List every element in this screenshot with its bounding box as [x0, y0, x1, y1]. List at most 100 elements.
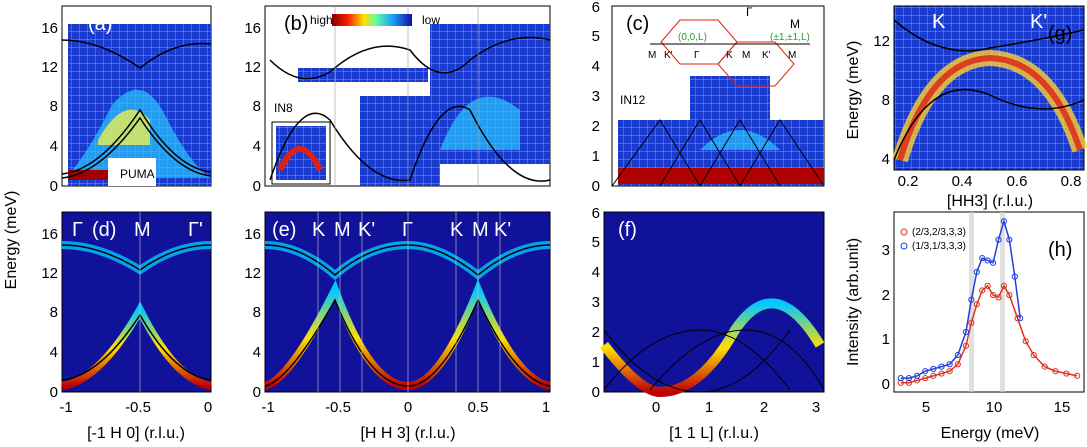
data-point-0-5 — [938, 370, 945, 377]
bz-label-5: K' — [762, 50, 771, 61]
panel-f-xlabel: [1 1 L] (r.l.u.) — [669, 425, 759, 442]
panel-g-ylabel: Energy (meV) — [845, 41, 862, 140]
energy-ylabel: Energy (meV) — [3, 191, 20, 290]
tick-g-y1: 8 — [882, 92, 890, 109]
tick-g-y0: 4 — [882, 151, 890, 168]
legend-0: (2/3,2/3,3,3) — [912, 227, 966, 238]
data-point-0-2 — [913, 377, 921, 384]
panel-d: Γ M Γ' (d) [-1 H 0] (r.l.u.) — [61, 211, 212, 442]
tick-e-x3: 0.5 — [468, 399, 489, 416]
tick-c-y4: 4 — [592, 58, 600, 75]
tick-e-y0: 0 — [253, 384, 261, 401]
bz-m: M — [790, 17, 800, 31]
tick-d-y4: 16 — [41, 226, 58, 243]
tick-d-x2: 0 — [204, 399, 212, 416]
panel-b-label: (b) — [284, 13, 308, 35]
tick-b-y0: 0 — [253, 178, 261, 195]
panel-g-k2: K' — [1030, 11, 1047, 33]
tick-a-y4: 16 — [41, 20, 58, 37]
panel-g-label: (g) — [1048, 23, 1072, 45]
panel-c-inset: IN12 — [620, 93, 646, 107]
bz-label-1: K' — [664, 50, 673, 61]
tick-h-x1: 10 — [986, 399, 1003, 416]
data-point-0-10 — [973, 301, 980, 308]
tick-d-x0: -1 — [59, 399, 72, 416]
tick-h-y1: 1 — [882, 331, 890, 348]
tick-h-y2: 2 — [882, 287, 890, 304]
bz-green1: (0,0,L) — [678, 32, 707, 43]
tick-a-y2: 8 — [50, 98, 58, 115]
tick-a-y0: 0 — [50, 178, 58, 195]
tick-h-x0: 5 — [922, 399, 930, 416]
bz-gamma: Γ — [746, 5, 753, 19]
panel-g-xlabel: [HH3] (r.l.u.) — [947, 193, 1033, 210]
tick-labels: 0 4 8 12 16 0 4 8 12 16 0 1 2 3 4 5 6 4 … — [41, 0, 1081, 416]
data-point-0-0 — [897, 379, 904, 386]
data-point-0-22 — [1063, 370, 1070, 377]
panel-g-k1: K — [932, 11, 946, 33]
panel-h-xlabel: Energy (meV) — [941, 425, 1040, 442]
bz-green2: (±1,±1,L) — [770, 32, 810, 43]
tick-g-x3: 0.8 — [1061, 173, 1082, 190]
data-point-0-21 — [1052, 368, 1059, 375]
data-point-1-5 — [938, 363, 945, 370]
tick-d-y3: 12 — [41, 265, 58, 282]
panel-e-xlabel: [H H 3] (r.l.u.) — [360, 425, 455, 442]
data-point-1-6 — [946, 361, 953, 368]
panel-d-label: (d) — [92, 219, 116, 241]
colorbar-low: low — [422, 13, 440, 27]
panel-e-label: (e) — [272, 219, 296, 241]
panel-d-sym-2: Γ' — [188, 219, 203, 241]
panel-e-sym-1: M — [334, 219, 351, 241]
panel-e-sym-4: K — [450, 219, 464, 241]
panel-d-xlabel: [-1 H 0] (r.l.u.) — [87, 425, 185, 442]
panel-e-sym-6: K' — [494, 219, 511, 241]
tick-a-y1: 4 — [50, 138, 58, 155]
data-point-1-17 — [1011, 273, 1018, 280]
tick-c-y5: 5 — [592, 28, 600, 45]
tick-e-y2: 8 — [253, 304, 261, 321]
panel-b: high low IN8 (b) — [264, 5, 551, 187]
data-point-0-20 — [1041, 363, 1048, 370]
tick-f-y4: 4 — [592, 264, 600, 281]
tick-b-y1: 4 — [253, 138, 261, 155]
data-point-1-15 — [1000, 218, 1008, 225]
data-point-1-2 — [913, 372, 921, 379]
tick-f-y2: 2 — [592, 324, 600, 341]
tick-f-x3: 3 — [812, 399, 820, 416]
tick-e-x0: -1 — [261, 399, 274, 416]
tick-g-x2: 0.6 — [1007, 173, 1028, 190]
bz-label-6: M — [788, 50, 796, 61]
tick-c-y1: 1 — [592, 148, 600, 165]
colorbar-high: high — [310, 13, 333, 27]
panel-e-sym-3: Γ — [402, 219, 413, 241]
tick-g-y2: 12 — [873, 33, 890, 50]
legend-1: (1/3,1/3,3,3) — [912, 241, 966, 252]
tick-f-y1: 1 — [592, 354, 600, 371]
panel-h-label: (h) — [1048, 239, 1072, 261]
panel-g: K K' (g) Energy (meV) [HH3] (r.l.u.) — [845, 5, 1087, 210]
data-point-0-1 — [905, 379, 913, 386]
panel-d-sym-1: M — [134, 219, 151, 241]
data-point-0-15 — [1000, 282, 1008, 289]
data-point-1-8 — [962, 328, 970, 336]
tick-h-x2: 15 — [1054, 399, 1071, 416]
data-point-1-7 — [954, 351, 961, 359]
tick-f-y0: 0 — [592, 384, 600, 401]
tick-f-y6: 6 — [592, 205, 600, 222]
tick-d-x1: -0.5 — [125, 399, 151, 416]
data-point-0-16 — [1006, 291, 1013, 299]
panel-d-sym-0: Γ — [72, 219, 83, 241]
data-point-1-3 — [922, 368, 929, 375]
panel-c-label: (c) — [626, 13, 649, 35]
data-point-0-19 — [1030, 351, 1037, 359]
tick-g-x1: 0.4 — [952, 173, 973, 190]
tick-f-y3: 3 — [592, 294, 600, 311]
data-point-0-7 — [954, 361, 961, 368]
tick-d-y0: 0 — [50, 384, 58, 401]
data-point-1-0 — [897, 375, 904, 382]
data-point-1-18 — [1017, 315, 1024, 322]
data-point-0-11 — [979, 287, 986, 294]
data-point-0-6 — [946, 368, 953, 375]
